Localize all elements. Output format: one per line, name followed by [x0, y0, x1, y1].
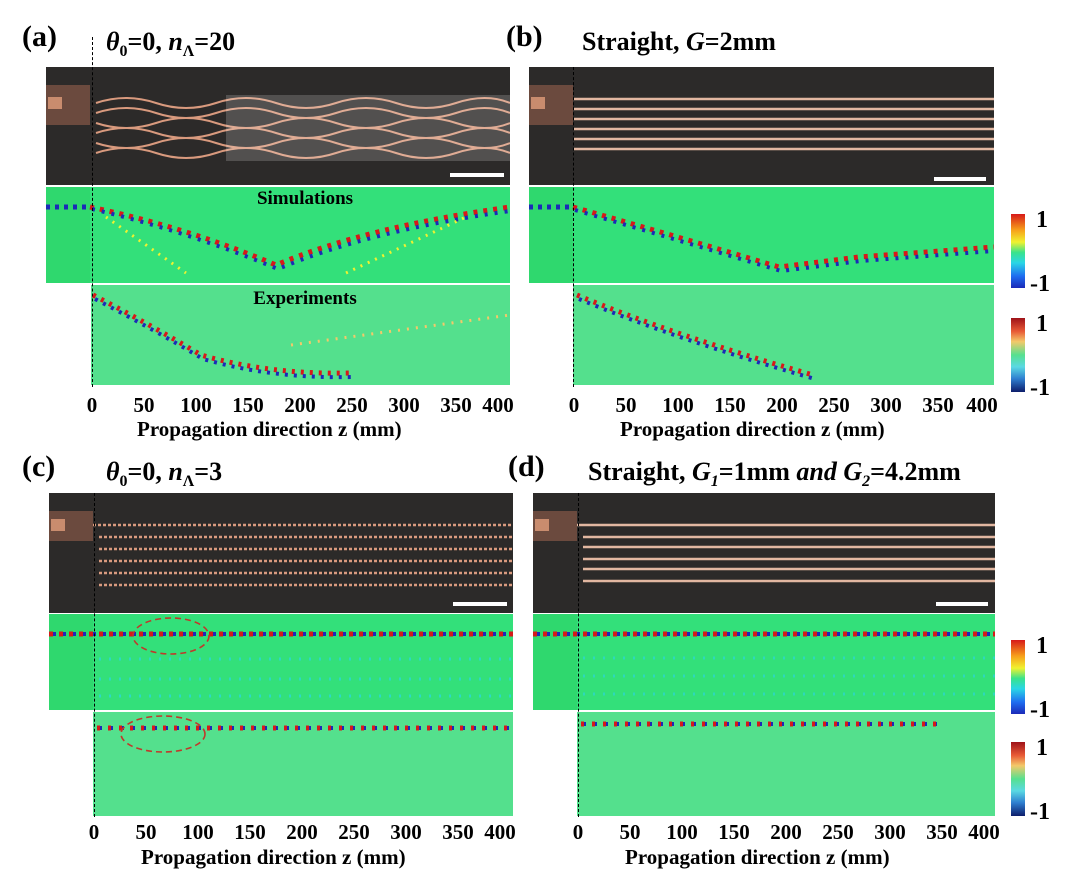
tick-label: 350 — [442, 820, 474, 844]
tick-label: 200 — [770, 820, 802, 844]
tick-label: 350 — [440, 393, 472, 417]
colorbar-max: 1 — [1036, 207, 1048, 233]
colorbar-min: -1 — [1030, 799, 1050, 825]
tick-label: 150 — [714, 393, 746, 417]
panel-b-photo — [529, 67, 994, 185]
colorbar-simulation — [1011, 214, 1025, 288]
panel-a-experiment-map — [91, 285, 510, 385]
panel-a-label: (a) — [22, 20, 57, 53]
tick-label: 300 — [390, 820, 422, 844]
panel-c-title: θ0=0, nΛ=3 — [106, 457, 223, 491]
tick-label: 50 — [619, 820, 641, 844]
x-axis-label: Propagation direction z (mm) — [625, 845, 890, 869]
panel-b-scalebar — [934, 177, 986, 181]
colorbar-min: -1 — [1030, 271, 1050, 297]
experiments-label: Experiments — [253, 288, 357, 309]
tick-label: 0 — [568, 393, 580, 417]
panel-c-experiment-map — [93, 712, 513, 816]
panel-d-label: (d) — [508, 450, 545, 483]
panel-b-experiment-map — [573, 285, 994, 385]
tick-label: 400 — [482, 393, 514, 417]
tick-label: 200 — [284, 393, 316, 417]
tick-label: 0 — [88, 820, 100, 844]
panel-a-photo — [46, 67, 510, 185]
panel-a-title: θ0=0, nΛ=20 — [106, 27, 236, 61]
panel-c-label: (c) — [22, 450, 56, 483]
tick-label: 250 — [338, 820, 370, 844]
tick-label: 150 — [718, 820, 750, 844]
highlight-ellipse — [120, 715, 206, 753]
colorbar-simulation — [1011, 640, 1025, 714]
tick-label: 350 — [922, 393, 954, 417]
panel-a-waveguides — [46, 85, 510, 177]
panel-a-simulation-map — [46, 187, 510, 283]
panel-d-title: Straight, G1=1mm and G2=4.2mm — [588, 457, 961, 491]
tick-label: 250 — [822, 820, 854, 844]
colorbar-max: 1 — [1036, 633, 1048, 659]
x-axis-label: Propagation direction z (mm) — [620, 417, 885, 441]
tick-label: 200 — [766, 393, 798, 417]
tick-label: 250 — [818, 393, 850, 417]
simulations-label: Simulations — [256, 188, 354, 209]
tick-label: 300 — [874, 820, 906, 844]
tick-label: 0 — [572, 820, 584, 844]
colorbar-experiment — [1011, 318, 1025, 392]
tick-label: 100 — [666, 820, 698, 844]
tick-label: 50 — [615, 393, 637, 417]
colorbar-min: -1 — [1030, 375, 1050, 401]
tick-label: 50 — [133, 393, 155, 417]
tick-label: 150 — [232, 393, 264, 417]
panel-c-photo — [49, 493, 513, 613]
tick-label: 300 — [388, 393, 420, 417]
x-axis-label: Propagation direction z (mm) — [137, 417, 402, 441]
tick-label: 200 — [286, 820, 318, 844]
tick-label: 150 — [234, 820, 266, 844]
colorbar-max: 1 — [1036, 735, 1048, 761]
tick-label: 400 — [484, 820, 516, 844]
colorbar-experiment — [1011, 742, 1025, 816]
x-axis-label: Propagation direction z (mm) — [141, 845, 406, 869]
panel-b-zero-line — [573, 67, 574, 387]
panel-d-simulation-map — [533, 614, 995, 710]
colorbar-min: -1 — [1030, 697, 1050, 723]
highlight-ellipse — [132, 617, 210, 655]
tick-label: 400 — [966, 393, 998, 417]
tick-label: 100 — [662, 393, 694, 417]
tick-label: 100 — [182, 820, 214, 844]
tick-label: 400 — [968, 820, 1000, 844]
colorbar-max: 1 — [1036, 311, 1048, 337]
tick-label: 350 — [926, 820, 958, 844]
tick-label: 100 — [180, 393, 212, 417]
panel-d-scalebar — [936, 602, 988, 606]
panel-b-title: Straight, G=2mm — [582, 27, 776, 56]
panel-d-zero-line — [578, 493, 579, 817]
panel-c-simulation-map — [49, 614, 513, 710]
tick-label: 250 — [336, 393, 368, 417]
panel-d-photo — [533, 493, 995, 613]
tick-label: 0 — [86, 393, 98, 417]
tick-label: 300 — [870, 393, 902, 417]
panel-c-scalebar — [453, 602, 507, 606]
panel-a-scalebar — [450, 173, 504, 177]
panel-d-experiment-map — [577, 712, 995, 816]
tick-label: 50 — [135, 820, 157, 844]
panel-a-zero-line — [92, 37, 93, 387]
panel-b-label: (b) — [506, 20, 543, 53]
panel-b-simulation-map — [529, 187, 994, 283]
panel-c-zero-line — [94, 493, 95, 817]
